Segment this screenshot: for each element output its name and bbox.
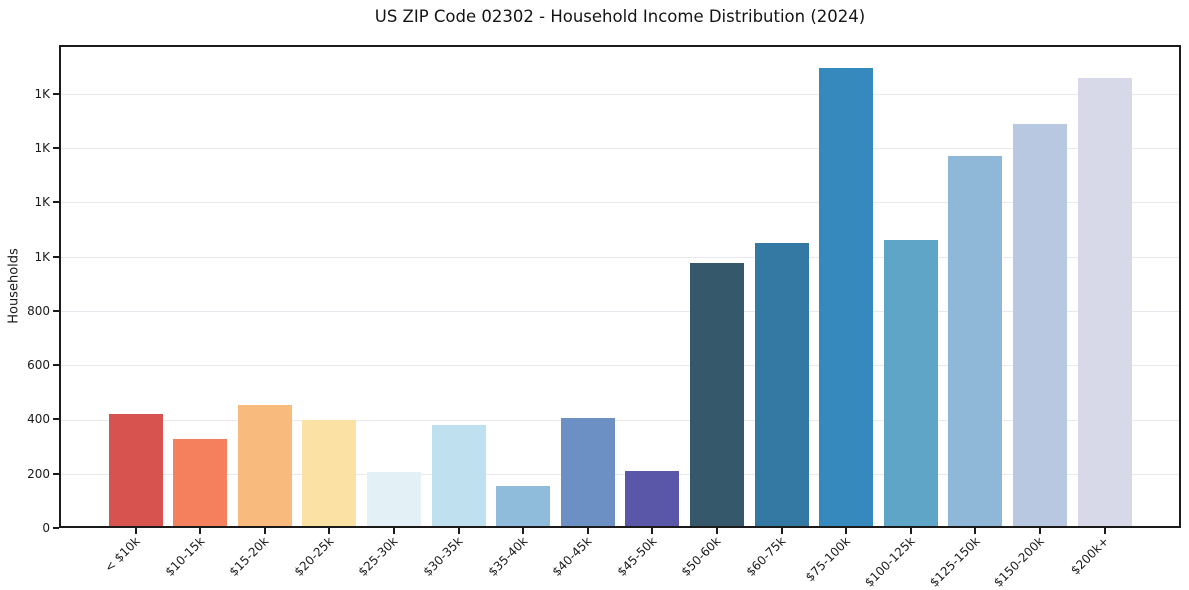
x-tick-label: $50-60k — [678, 534, 724, 579]
gridline — [59, 473, 1181, 475]
x-tick-mark — [651, 528, 654, 534]
gridline — [59, 419, 1181, 421]
y-tick-label: 200 — [27, 466, 50, 481]
bar-25-30k — [366, 472, 421, 528]
x-tick-label: $75-100k — [802, 534, 853, 585]
x-tick-label: $100-125k — [861, 534, 918, 590]
bar-60-75k — [754, 243, 809, 528]
y-tick-label: 0 — [42, 521, 50, 535]
x-tick-label: $30-35k — [420, 534, 466, 579]
x-tick-mark — [845, 528, 848, 534]
x-tick-mark — [328, 528, 331, 534]
x-tick-label: $35-40k — [485, 534, 530, 579]
y-tick-mark — [53, 418, 59, 421]
bar-50-60k — [689, 263, 744, 528]
x-tick-mark — [1038, 528, 1041, 534]
x-tick-label: $20-25k — [291, 534, 337, 579]
x-tick-mark — [457, 528, 460, 534]
y-tick-label: 1K — [34, 249, 50, 264]
x-tick-mark — [1103, 528, 1106, 534]
gridline — [59, 365, 1181, 367]
x-tick-mark — [586, 528, 589, 534]
y-tick-mark — [53, 255, 59, 258]
bar-10k — [108, 414, 163, 528]
x-tick-label: $10-15k — [162, 534, 207, 579]
y-tick-mark — [53, 201, 59, 204]
bar-10-15k — [173, 438, 228, 528]
y-tick-label: 600 — [27, 358, 50, 373]
bar-40-45k — [560, 418, 615, 528]
y-tick-label: 1K — [34, 141, 50, 156]
gridline — [59, 310, 1181, 312]
x-tick-mark — [974, 528, 977, 534]
gridline — [59, 202, 1181, 204]
y-tick-mark — [53, 147, 59, 150]
plot-area — [59, 45, 1181, 528]
y-tick-mark — [53, 92, 59, 95]
x-tick-label: $15-20k — [226, 534, 272, 579]
bar-75-100k — [819, 68, 874, 528]
x-tick-label: $125-150k — [926, 534, 983, 590]
x-tick-label: $25-30k — [355, 534, 401, 579]
x-tick-mark — [909, 528, 912, 534]
x-tick-mark — [134, 528, 137, 534]
y-tick-mark — [53, 364, 59, 367]
y-tick-label: 1K — [34, 195, 50, 210]
y-tick-label: 800 — [27, 303, 50, 318]
x-tick-mark — [392, 528, 395, 534]
bar-125-150k — [948, 156, 1003, 528]
x-tick-label: $45-50k — [614, 534, 660, 579]
x-tick-mark — [522, 528, 525, 534]
bar-30-35k — [431, 424, 486, 528]
x-tick-label: $60-75k — [743, 534, 789, 579]
bar-15-20k — [237, 404, 292, 528]
y-tick-mark — [53, 527, 59, 529]
x-tick-mark — [199, 528, 202, 534]
x-tick-label: $40-45k — [549, 534, 595, 579]
x-tick-label: < $10k — [101, 534, 143, 575]
chart-title: US ZIP Code 02302 - Household Income Dis… — [374, 7, 866, 26]
y-tick-label: 400 — [27, 412, 50, 427]
bar-150-200k — [1012, 123, 1067, 528]
gridline — [59, 148, 1181, 150]
x-tick-label: $200k+ — [1067, 534, 1112, 578]
gridline — [59, 93, 1181, 95]
y-tick-label: 1K — [34, 86, 50, 101]
bar-45-50k — [625, 470, 680, 528]
bar-200k — [1077, 77, 1132, 528]
bar-20-25k — [302, 419, 357, 528]
y-tick-mark — [53, 309, 59, 312]
x-tick-label: $150-200k — [991, 534, 1047, 590]
bar-100-125k — [883, 240, 938, 528]
gridline — [59, 256, 1181, 258]
x-tick-mark — [263, 528, 266, 534]
x-tick-mark — [780, 528, 783, 534]
y-tick-mark — [53, 472, 59, 475]
bar-35-40k — [496, 485, 551, 528]
x-tick-mark — [715, 528, 718, 534]
